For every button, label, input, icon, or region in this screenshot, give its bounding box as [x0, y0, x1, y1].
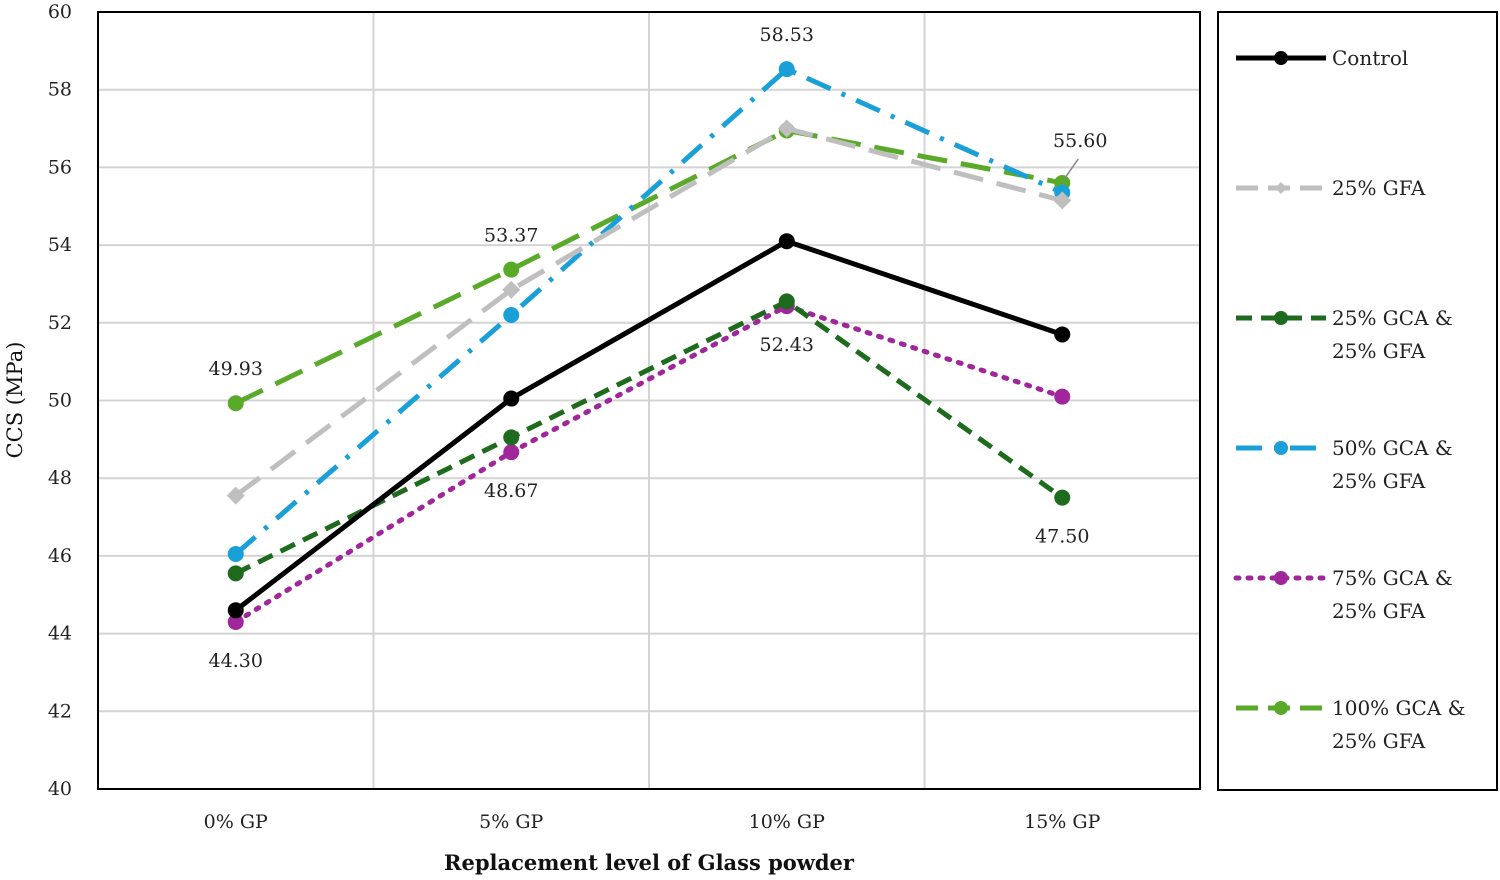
data-point — [778, 293, 795, 310]
data-labels: 49.93 44.30 53.37 48.67 58.53 52.43 55.60 47.50 — [209, 24, 1108, 672]
y-tick-label: 40 — [48, 778, 72, 800]
legend: Control 25% GFA 25% GCA & 25% GFA 50% GCA & 2… — [1233, 46, 1465, 753]
data-point — [503, 261, 520, 278]
legend-label: 25% GFA — [1332, 176, 1426, 200]
y-tick-label: 54 — [48, 234, 72, 256]
data-label: 52.43 — [760, 334, 814, 356]
data-point — [227, 602, 244, 619]
data-point — [777, 119, 796, 138]
data-point — [227, 545, 244, 562]
legend-item: 75% GCA & 25% GFA — [1233, 566, 1453, 623]
plot-area-border — [97, 11, 1201, 790]
series-line — [234, 238, 1064, 613]
data-label: 44.30 — [209, 650, 263, 672]
x-axis-title: Replacement level of Glass powder — [444, 850, 855, 875]
legend-marker — [1275, 182, 1287, 194]
data-point — [503, 444, 520, 461]
data-label: 55.60 — [1053, 130, 1107, 152]
legend-label: 75% GCA & — [1332, 566, 1453, 590]
y-tick-label: 46 — [48, 545, 72, 567]
legend-label: 25% GFA — [1332, 599, 1426, 623]
y-axis-title: CCS (MPa) — [3, 342, 27, 459]
data-label: 49.93 — [209, 358, 263, 380]
gridlines — [98, 12, 1200, 789]
series-line — [234, 125, 1063, 498]
legend-label: 100% GCA & — [1332, 696, 1465, 720]
legend-label: Control — [1332, 46, 1408, 70]
y-tick-label: 60 — [48, 1, 72, 23]
series-control — [227, 233, 1071, 619]
data-point — [502, 280, 521, 299]
x-tick-label: 10% GP — [749, 811, 825, 833]
legend-label: 25% GFA — [1332, 729, 1426, 753]
y-tick-label: 56 — [48, 156, 72, 178]
data-label: 58.53 — [760, 24, 814, 46]
data-point — [503, 390, 520, 407]
x-tick-label: 5% GP — [479, 811, 543, 833]
data-point — [778, 61, 795, 78]
data-point — [1054, 326, 1071, 343]
series-line — [234, 66, 1064, 556]
data-point — [503, 429, 520, 446]
y-tick-label: 44 — [48, 623, 72, 645]
series-line — [234, 127, 1063, 406]
legend-item: Control — [1236, 46, 1408, 70]
legend-marker — [1274, 571, 1288, 585]
data-point — [226, 486, 245, 505]
data-point — [1054, 388, 1071, 405]
x-axis-ticks: 0% GP 5% GP 10% GP 15% GP — [204, 811, 1101, 833]
series-25-gfa — [226, 119, 1072, 505]
legend-box — [1217, 11, 1498, 791]
data-label: 47.50 — [1035, 526, 1089, 548]
y-tick-label: 42 — [48, 700, 72, 722]
data-point — [1054, 489, 1071, 506]
y-tick-label: 58 — [48, 79, 72, 101]
legend-label: 25% GFA — [1332, 339, 1426, 363]
data-point — [227, 565, 244, 582]
x-tick-label: 0% GP — [204, 811, 268, 833]
legend-marker — [1274, 51, 1288, 65]
legend-marker — [1274, 311, 1288, 325]
legend-label: 25% GFA — [1332, 469, 1426, 493]
data-point — [1053, 191, 1072, 210]
legend-marker — [1274, 701, 1288, 715]
y-tick-label: 52 — [48, 312, 72, 334]
series-line — [233, 303, 1065, 625]
data-point — [778, 233, 795, 250]
data-label: 53.37 — [484, 225, 538, 247]
legend-marker — [1274, 441, 1288, 455]
data-label: 48.67 — [484, 480, 538, 502]
y-tick-label: 50 — [48, 390, 72, 412]
legend-label: 50% GCA & — [1332, 436, 1453, 460]
legend-item: 25% GCA & 25% GFA — [1236, 306, 1453, 363]
y-tick-label: 48 — [48, 467, 72, 489]
data-point — [503, 307, 520, 324]
legend-item: 25% GFA — [1236, 176, 1426, 200]
legend-item: 100% GCA & 25% GFA — [1236, 696, 1465, 753]
series-group — [226, 61, 1072, 630]
label-leader-line — [1063, 158, 1079, 180]
x-tick-label: 15% GP — [1024, 811, 1100, 833]
legend-label: 25% GCA & — [1332, 306, 1453, 330]
y-axis-ticks: 40 42 44 46 48 50 52 54 56 58 60 — [48, 1, 72, 800]
data-point — [227, 613, 244, 630]
legend-item: 50% GCA & 25% GFA — [1236, 436, 1453, 493]
data-point — [227, 395, 244, 412]
